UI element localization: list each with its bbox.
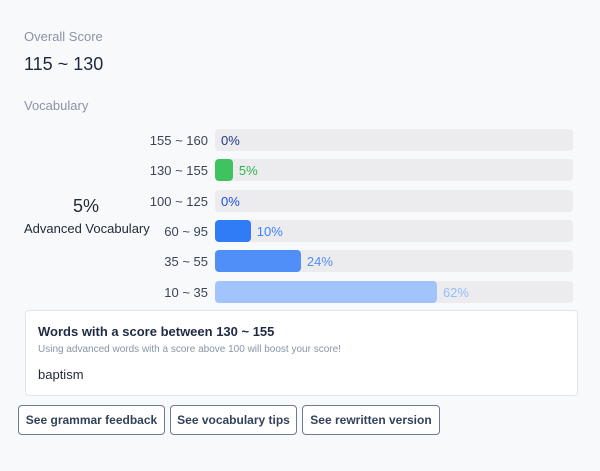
value-label: 24% <box>306 254 333 270</box>
range-label: 100 ~ 125 <box>149 193 208 209</box>
range-label: 35 ~ 55 <box>164 254 208 270</box>
bar-track <box>215 159 573 182</box>
overall-label: Overall Score <box>24 29 103 44</box>
bar <box>215 280 437 303</box>
vocab-percent: 5% <box>72 196 99 216</box>
bar-track <box>215 250 573 273</box>
value-label: 10% <box>256 223 283 239</box>
bar <box>215 250 301 273</box>
bar-track <box>215 189 573 212</box>
detail-subtitle: Using advanced words with a score above … <box>38 344 341 355</box>
button[interactable]: See rewritten version <box>302 405 440 435</box>
range-label: 60 ~ 95 <box>164 223 208 239</box>
range-label: 155 ~ 160 <box>149 133 208 148</box>
detail-card: Words with a score between 130 ~ 155 Usi… <box>25 310 578 396</box>
button[interactable]: See vocabulary tips <box>170 405 297 435</box>
detail-title: Words with a score between 130 ~ 155 <box>38 324 275 339</box>
vocab-caption: Advanced Vocabulary <box>24 221 150 236</box>
value-label: 0% <box>221 193 240 209</box>
vocabulary-label: Vocabulary <box>24 98 89 113</box>
value-label: 62% <box>442 284 469 300</box>
word-list: baptism <box>38 367 94 382</box>
value-label: 5% <box>238 163 258 179</box>
bar <box>215 219 251 242</box>
value-label: 0% <box>221 133 240 148</box>
bar-track <box>215 219 573 242</box>
bar-track <box>215 129 573 151</box>
word: baptism <box>38 367 84 382</box>
overall-value: 115 ~ 130 <box>24 54 104 74</box>
range-label: 10 ~ 35 <box>164 284 208 300</box>
bar <box>215 159 233 182</box>
range-label: 130 ~ 155 <box>149 163 208 179</box>
button[interactable]: See grammar feedback <box>18 405 165 435</box>
